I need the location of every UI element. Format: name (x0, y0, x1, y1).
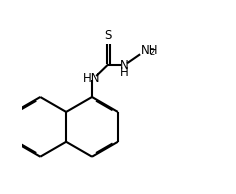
Text: N: N (120, 59, 129, 72)
Text: H: H (120, 66, 129, 79)
Text: S: S (105, 29, 112, 42)
Text: NH: NH (141, 44, 159, 57)
Text: 2: 2 (149, 48, 154, 57)
Text: HN: HN (83, 72, 101, 85)
